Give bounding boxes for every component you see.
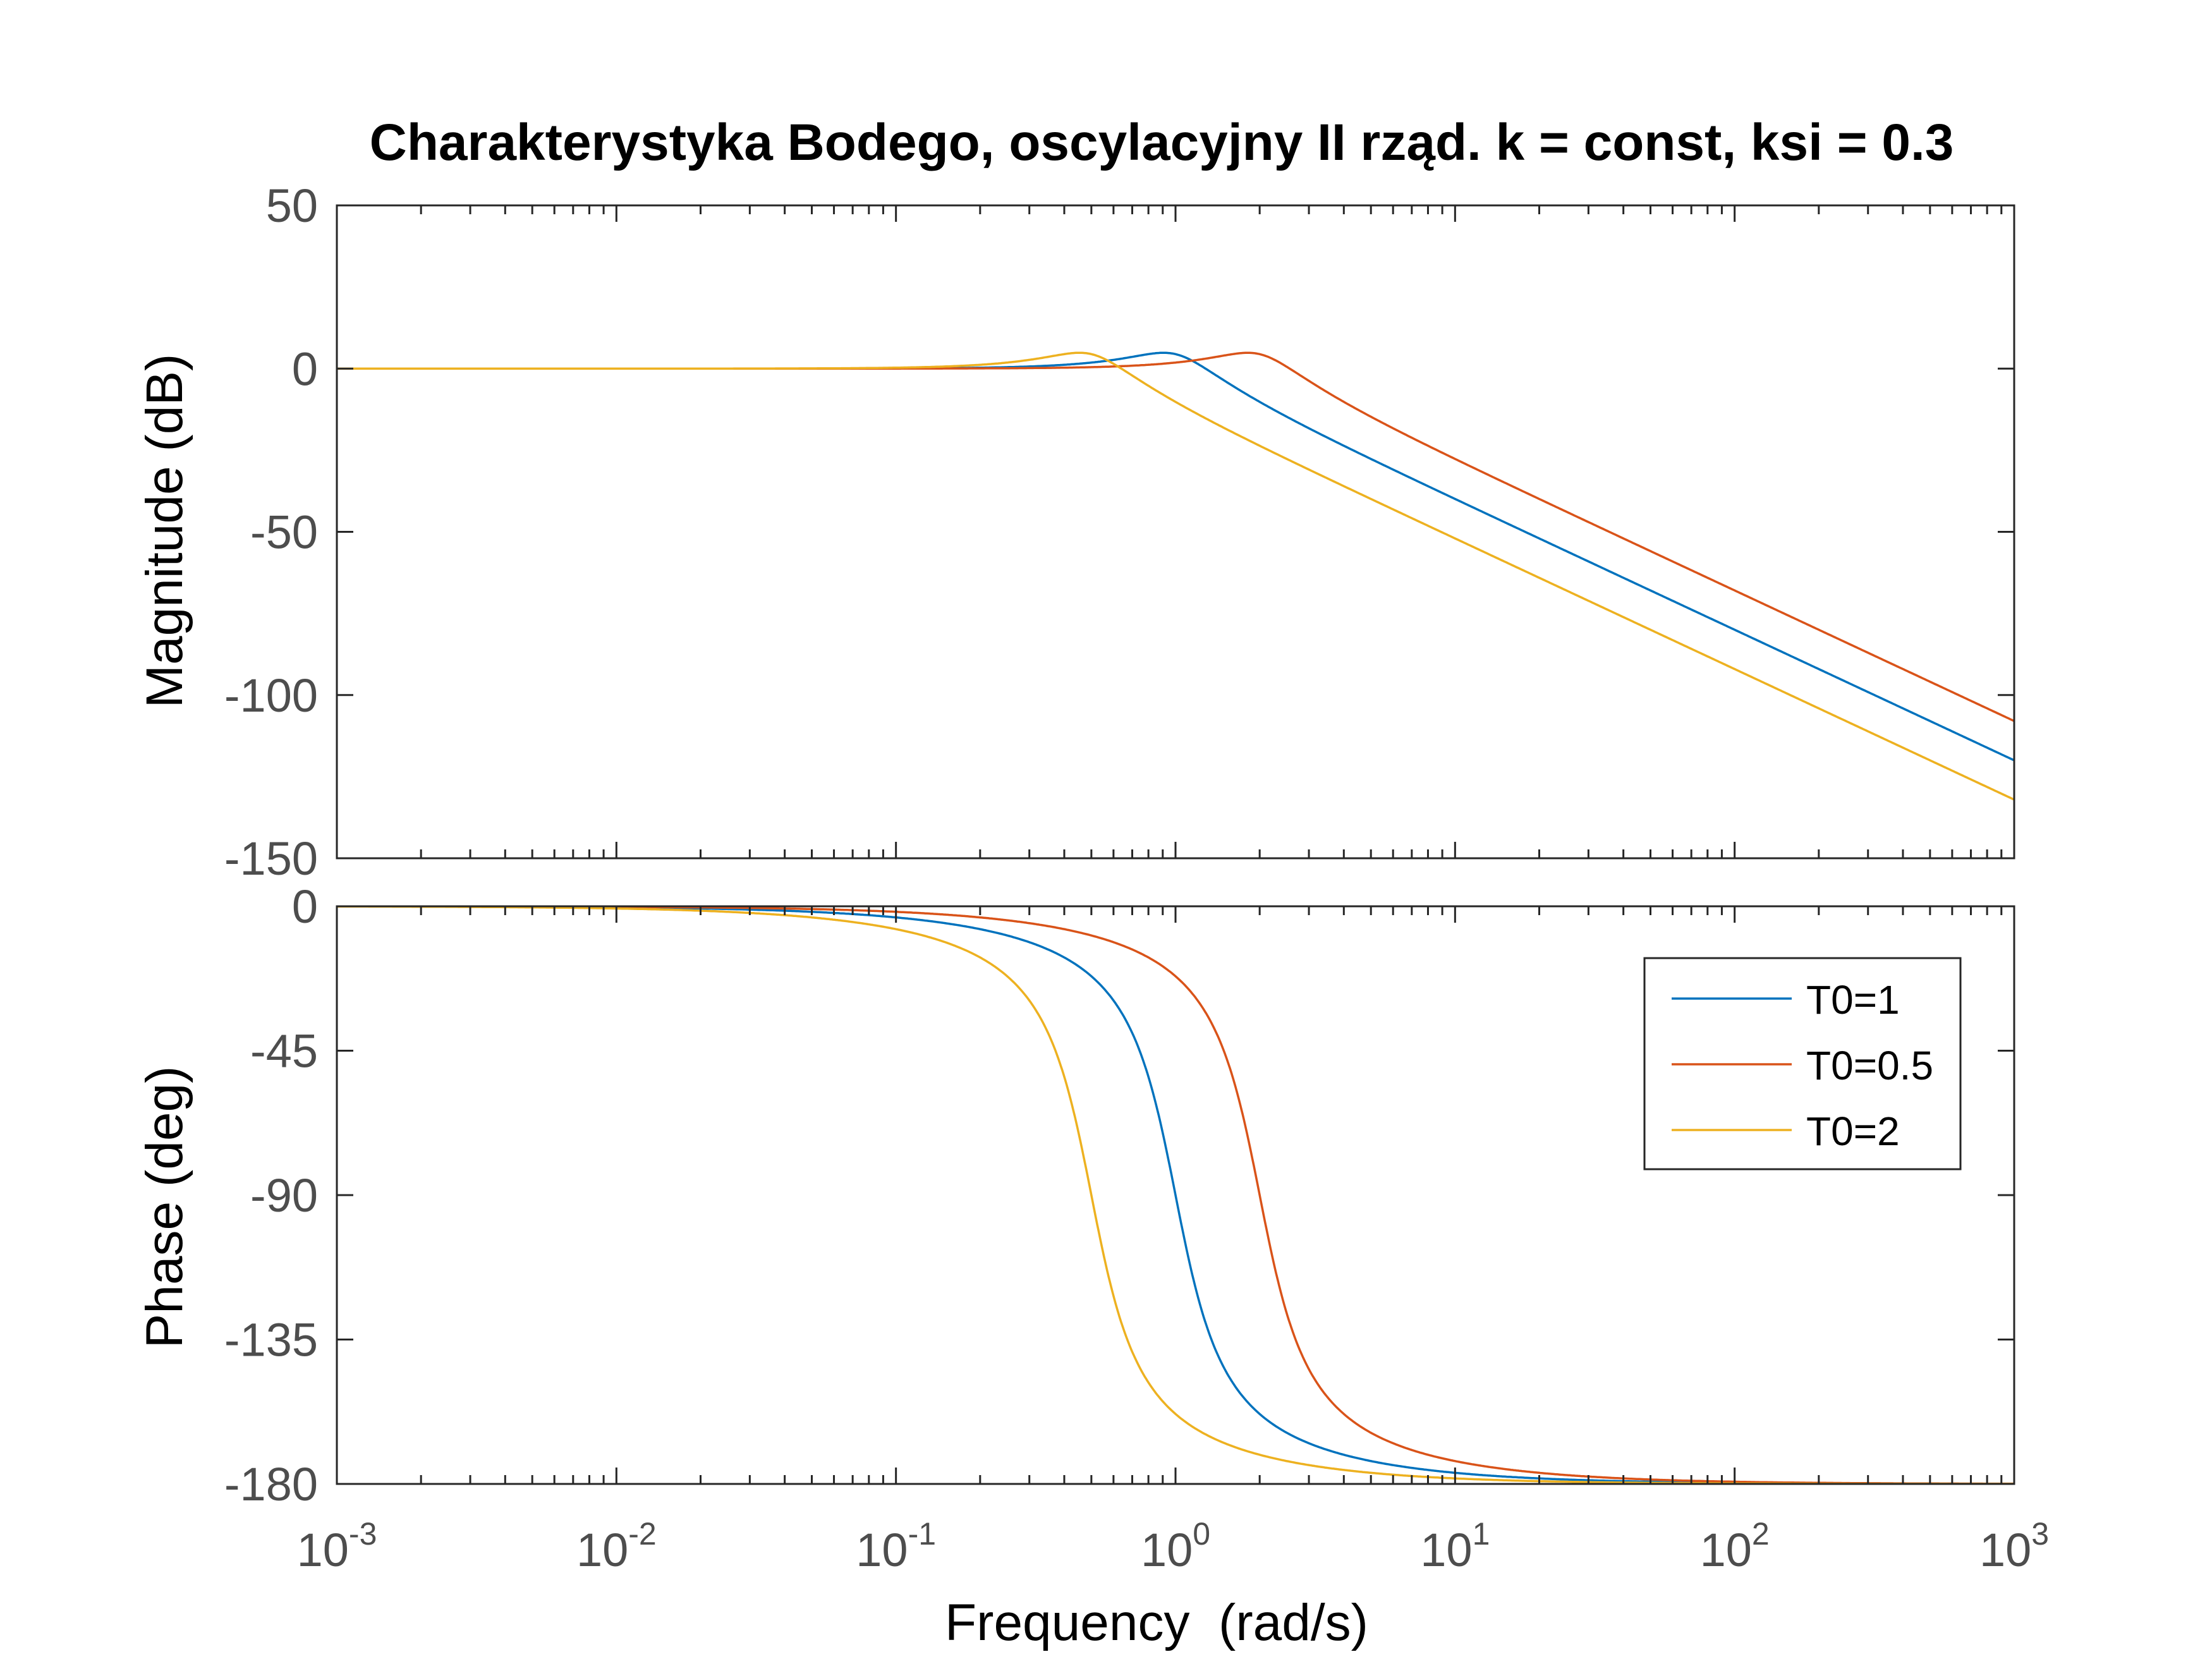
magnitude-ytick-label: -100	[224, 669, 318, 722]
phase-axis-label: Phase (deg)	[136, 1066, 193, 1349]
frequency-tick-labels: 10-3 10-2 10-1 100 101 102 103	[297, 1516, 2049, 1576]
frequency-tick-label: 10-2	[576, 1516, 657, 1576]
frequency-tick-label: 10-1	[856, 1516, 936, 1576]
legend-label: T0=0.5	[1806, 1043, 1933, 1088]
legend-label: T0=2	[1806, 1109, 1900, 1154]
frequency-tick-label: 10-3	[297, 1516, 377, 1576]
magnitude-axis-label: Magnitude (dB)	[136, 354, 193, 708]
magnitude-curves	[337, 351, 2014, 801]
frequency-axis-label: Frequency (rad/s)	[945, 1594, 1368, 1651]
magnitude-line-t0-2	[337, 351, 2014, 801]
frequency-tick-label: 100	[1141, 1516, 1210, 1576]
frequency-tick-label: 101	[1420, 1516, 1490, 1576]
legend-entries: T0=1 T0=0.5 T0=2	[1672, 977, 1933, 1154]
magnitude-ytick-label: -150	[224, 832, 318, 885]
phase-ytick-label: 0	[292, 880, 318, 933]
frequency-tick-label: 103	[1979, 1516, 2049, 1576]
magnitude-ytick-label: -50	[250, 506, 318, 559]
magnitude-plot-area	[337, 205, 2014, 858]
legend-label: T0=1	[1806, 977, 1900, 1023]
phase-ytick-label: -135	[224, 1314, 318, 1366]
phase-ytick-label: -180	[224, 1458, 318, 1510]
magnitude-ytick-label: 0	[292, 343, 318, 395]
phase-ytick-label: -45	[250, 1025, 318, 1078]
legend: T0=1 T0=0.5 T0=2	[1643, 957, 1962, 1170]
chart-title: Charakterystyka Bodego, oscylacyjny II r…	[370, 114, 1954, 171]
phase-ytick-label: -90	[250, 1169, 318, 1222]
frequency-tick-label: 102	[1700, 1516, 1770, 1576]
magnitude-axes: 50 0 -50 -100 -150	[224, 179, 2015, 885]
magnitude-ytick-label: 50	[266, 179, 318, 232]
